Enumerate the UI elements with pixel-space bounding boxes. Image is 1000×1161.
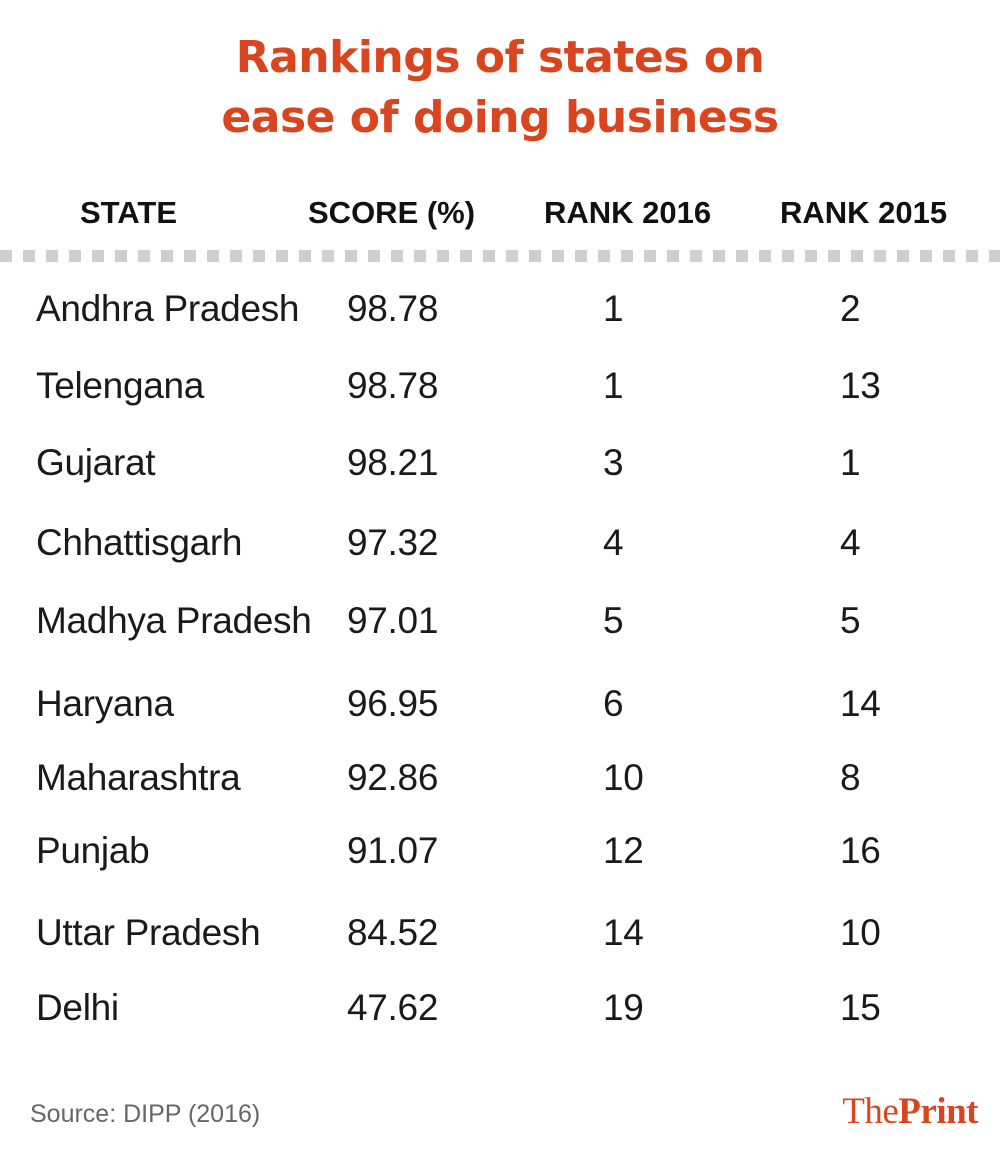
cell-rank-2016: 1 bbox=[603, 288, 624, 329]
column-header-rank-2016: RANK 2016 bbox=[544, 195, 712, 230]
cell-score: 96.95 bbox=[347, 683, 439, 724]
table-row: Madhya Pradesh 97.01 5 5 bbox=[0, 600, 1000, 660]
chart-title: Rankings of states on ease of doing busi… bbox=[0, 28, 1000, 148]
table-row: Chhattisgarh 97.32 4 4 bbox=[0, 522, 1000, 582]
cell-state: Uttar Pradesh bbox=[36, 912, 261, 953]
cell-score: 47.62 bbox=[347, 987, 439, 1028]
cell-rank-2015: 2 bbox=[840, 288, 861, 329]
table-row: Gujarat 98.21 3 1 bbox=[0, 442, 1000, 502]
logo-the: The bbox=[842, 1091, 899, 1132]
cell-rank-2016: 1 bbox=[603, 365, 624, 406]
cell-rank-2015: 10 bbox=[840, 912, 881, 953]
column-header-score: SCORE (%) bbox=[308, 195, 476, 230]
cell-state: Gujarat bbox=[36, 442, 156, 483]
cell-rank-2015: 1 bbox=[840, 442, 861, 483]
logo-print: Print bbox=[898, 1091, 978, 1132]
cell-state: Madhya Pradesh bbox=[36, 600, 312, 641]
chart-title-line-1: Rankings of states on bbox=[235, 32, 765, 83]
table-row: Haryana 96.95 6 14 bbox=[0, 683, 1000, 743]
table-row: Delhi 47.62 19 15 bbox=[0, 987, 1000, 1047]
table-row: Uttar Pradesh 84.52 14 10 bbox=[0, 912, 1000, 972]
cell-rank-2015: 13 bbox=[840, 365, 881, 406]
column-header-rank-2015: RANK 2015 bbox=[780, 195, 948, 230]
cell-rank-2015: 4 bbox=[840, 522, 861, 563]
cell-rank-2015: 16 bbox=[840, 830, 881, 871]
cell-state: Haryana bbox=[36, 683, 174, 724]
cell-score: 98.78 bbox=[347, 365, 439, 406]
cell-score: 92.86 bbox=[347, 757, 439, 798]
cell-rank-2016: 12 bbox=[603, 830, 644, 871]
table-row: Andhra Pradesh 98.78 1 2 bbox=[0, 288, 1000, 348]
cell-score: 97.32 bbox=[347, 522, 439, 563]
theprint-logo: ThePrint bbox=[842, 1090, 978, 1133]
cell-score: 98.21 bbox=[347, 442, 439, 483]
cell-rank-2016: 3 bbox=[603, 442, 624, 483]
cell-state: Maharashtra bbox=[36, 757, 241, 798]
source-note: Source: DIPP (2016) bbox=[30, 1100, 261, 1128]
cell-score: 98.78 bbox=[347, 288, 439, 329]
cell-state: Telengana bbox=[36, 365, 205, 406]
cell-rank-2016: 4 bbox=[603, 522, 624, 563]
cell-state: Andhra Pradesh bbox=[36, 288, 300, 329]
cell-state: Delhi bbox=[36, 987, 119, 1028]
cell-rank-2015: 8 bbox=[840, 757, 861, 798]
table-header: STATE SCORE (%) RANK 2016 RANK 2015 bbox=[0, 195, 1000, 239]
cell-rank-2015: 14 bbox=[840, 683, 881, 724]
cell-rank-2016: 14 bbox=[603, 912, 644, 953]
cell-rank-2016: 6 bbox=[603, 683, 624, 724]
cell-rank-2015: 15 bbox=[840, 987, 881, 1028]
table-row: Punjab 91.07 12 16 bbox=[0, 830, 1000, 890]
cell-score: 84.52 bbox=[347, 912, 439, 953]
table-row: Telengana 98.78 1 13 bbox=[0, 365, 1000, 425]
cell-score: 91.07 bbox=[347, 830, 439, 871]
cell-rank-2016: 19 bbox=[603, 987, 644, 1028]
dotted-divider bbox=[0, 250, 1000, 262]
table-row: Maharashtra 92.86 10 8 bbox=[0, 757, 1000, 817]
cell-state: Chhattisgarh bbox=[36, 522, 243, 563]
cell-score: 97.01 bbox=[347, 600, 439, 641]
cell-state: Punjab bbox=[36, 830, 150, 871]
chart-title-line-2: ease of doing business bbox=[221, 92, 779, 143]
cell-rank-2015: 5 bbox=[840, 600, 861, 641]
cell-rank-2016: 10 bbox=[603, 757, 644, 798]
cell-rank-2016: 5 bbox=[603, 600, 624, 641]
column-header-state: STATE bbox=[80, 195, 178, 230]
